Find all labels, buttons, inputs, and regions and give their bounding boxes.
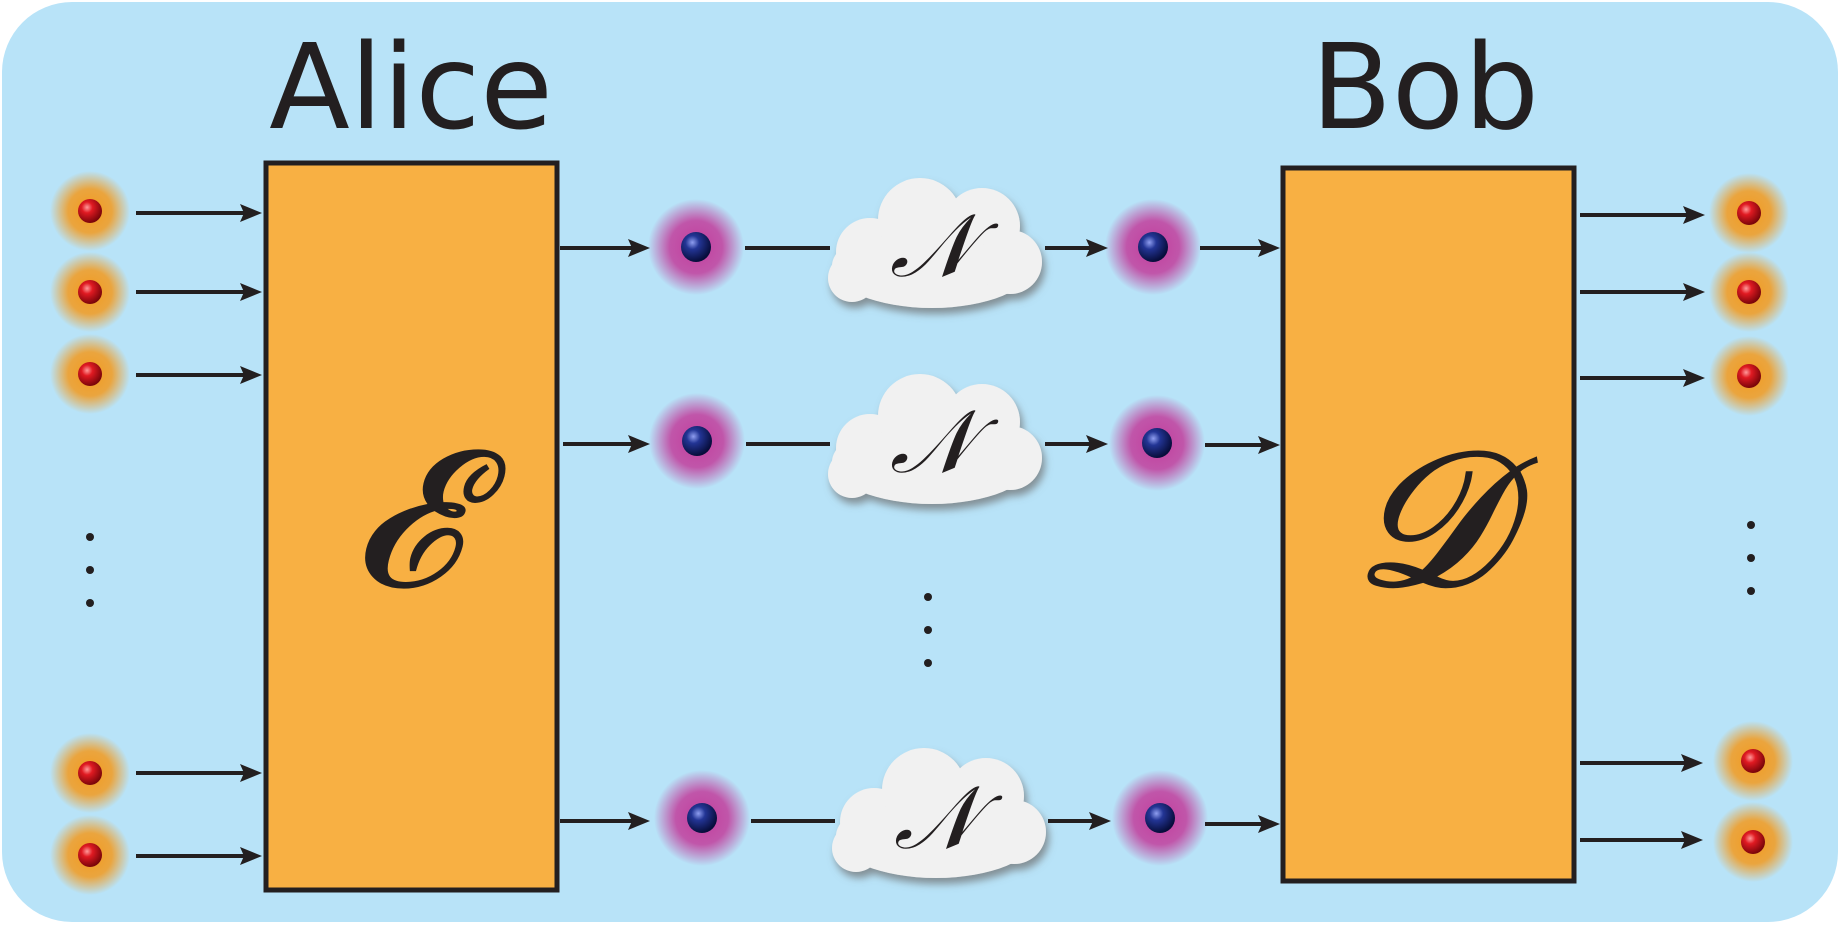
blue-sphere-icon [681,232,711,262]
red-sphere-icon [1737,280,1761,304]
blue-sphere-icon [682,426,712,456]
output-qubit-1 [1709,173,1789,253]
input-qubit-4 [50,733,130,813]
blue-sphere-icon [1138,232,1168,262]
output-qubits [1709,173,1793,882]
vertical-ellipsis-icon [86,533,94,607]
red-sphere-icon [78,761,102,785]
blue-sphere-icon [687,803,717,833]
channel-row-2: 𝒩 [563,374,1280,504]
input-qubit-5 [50,815,130,895]
output-qubit-5 [1713,802,1793,882]
red-sphere-icon [1741,749,1765,773]
input-qubit-2 [50,252,130,332]
red-sphere-icon [78,199,102,223]
receiver-label: Bob [1311,18,1539,156]
blue-sphere-icon [1142,428,1172,458]
red-sphere-icon [1741,830,1765,854]
red-sphere-icon [78,280,102,304]
input-qubits [50,171,130,895]
channel-row-1: 𝒩 [560,178,1280,308]
decoder-block [1280,165,1577,884]
output-arrows [1580,206,1705,849]
blue-sphere-icon [1145,803,1175,833]
output-qubit-2 [1709,252,1789,332]
input-arrows [136,204,262,865]
red-sphere-icon [78,362,102,386]
vertical-ellipsis-icon [924,593,932,667]
sender-label: Alice [269,18,553,156]
output-qubit-4 [1713,721,1793,801]
encoder-block [263,160,560,893]
channel-row-3: 𝒩 [560,748,1280,878]
input-qubit-3 [50,334,130,414]
input-qubit-1 [50,171,130,251]
output-qubit-3 [1709,336,1789,416]
red-sphere-icon [1737,201,1761,225]
red-sphere-icon [78,843,102,867]
red-sphere-icon [1737,364,1761,388]
vertical-ellipsis-icon [1747,521,1755,595]
